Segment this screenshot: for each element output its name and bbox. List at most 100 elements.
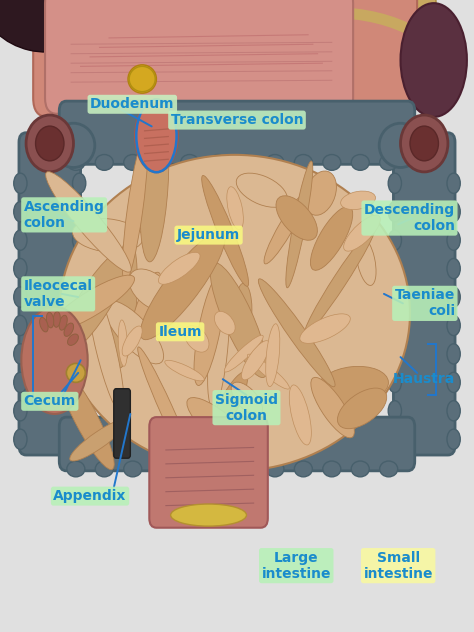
Ellipse shape (57, 367, 114, 470)
Ellipse shape (294, 461, 312, 477)
Ellipse shape (64, 323, 73, 336)
Ellipse shape (73, 401, 86, 421)
Ellipse shape (140, 232, 225, 339)
Text: Appendix: Appendix (54, 489, 127, 503)
Ellipse shape (209, 461, 227, 477)
Ellipse shape (401, 115, 448, 172)
Ellipse shape (388, 202, 401, 222)
Ellipse shape (231, 382, 263, 415)
Ellipse shape (310, 207, 353, 270)
Ellipse shape (388, 401, 401, 421)
Ellipse shape (214, 312, 235, 334)
Ellipse shape (129, 269, 173, 310)
Text: Haustra: Haustra (393, 372, 455, 386)
Ellipse shape (311, 377, 355, 438)
Ellipse shape (247, 354, 290, 389)
Ellipse shape (135, 99, 178, 173)
Ellipse shape (122, 137, 148, 283)
Ellipse shape (128, 64, 156, 94)
Ellipse shape (14, 315, 27, 336)
Ellipse shape (124, 155, 142, 170)
Text: Ascending
colon: Ascending colon (24, 200, 105, 230)
Ellipse shape (447, 287, 460, 307)
Ellipse shape (152, 461, 170, 477)
Ellipse shape (165, 360, 204, 381)
Ellipse shape (14, 287, 27, 307)
Ellipse shape (388, 429, 401, 449)
Ellipse shape (140, 111, 169, 262)
Ellipse shape (124, 461, 142, 477)
Ellipse shape (266, 155, 284, 170)
Ellipse shape (59, 315, 67, 330)
Ellipse shape (14, 173, 27, 193)
Ellipse shape (171, 504, 246, 526)
Ellipse shape (73, 258, 86, 279)
Ellipse shape (294, 155, 312, 170)
Ellipse shape (181, 155, 199, 170)
Ellipse shape (73, 344, 86, 364)
Ellipse shape (14, 372, 27, 392)
Ellipse shape (201, 176, 248, 286)
Text: Duodenum: Duodenum (90, 97, 174, 111)
Ellipse shape (122, 326, 142, 356)
FancyBboxPatch shape (149, 417, 268, 528)
Text: Ileocecal
valve: Ileocecal valve (24, 279, 93, 309)
Ellipse shape (129, 66, 155, 92)
Text: Descending
colon: Descending colon (364, 203, 455, 233)
FancyBboxPatch shape (59, 417, 415, 471)
FancyBboxPatch shape (59, 101, 415, 164)
Ellipse shape (235, 283, 252, 336)
Ellipse shape (152, 155, 170, 170)
Ellipse shape (21, 307, 88, 414)
Ellipse shape (73, 429, 86, 449)
Ellipse shape (447, 315, 460, 336)
Ellipse shape (129, 272, 162, 352)
Ellipse shape (258, 279, 335, 387)
Ellipse shape (52, 123, 95, 167)
Ellipse shape (70, 420, 127, 461)
Ellipse shape (447, 372, 460, 392)
Ellipse shape (351, 461, 369, 477)
FancyBboxPatch shape (62, 6, 341, 107)
Ellipse shape (95, 461, 113, 477)
Ellipse shape (356, 237, 376, 286)
Ellipse shape (447, 401, 460, 421)
Ellipse shape (447, 258, 460, 279)
Ellipse shape (73, 372, 86, 392)
Ellipse shape (14, 202, 27, 222)
Text: Taeniae
coli: Taeniae coli (395, 288, 455, 319)
Ellipse shape (46, 172, 131, 272)
Ellipse shape (266, 461, 284, 477)
Ellipse shape (227, 186, 243, 229)
Ellipse shape (73, 315, 86, 336)
Ellipse shape (208, 289, 229, 408)
Ellipse shape (118, 320, 128, 367)
Ellipse shape (380, 155, 398, 170)
Ellipse shape (194, 273, 225, 386)
Ellipse shape (66, 363, 85, 382)
Ellipse shape (323, 461, 341, 477)
FancyBboxPatch shape (114, 389, 130, 458)
Text: Transverse colon: Transverse colon (171, 113, 303, 127)
Ellipse shape (447, 202, 460, 222)
Ellipse shape (14, 401, 27, 421)
Ellipse shape (447, 230, 460, 250)
Ellipse shape (209, 155, 227, 170)
Text: Cecum: Cecum (24, 394, 76, 408)
Ellipse shape (210, 263, 267, 377)
Ellipse shape (68, 334, 78, 346)
Ellipse shape (388, 315, 401, 336)
Ellipse shape (14, 429, 27, 449)
Ellipse shape (388, 230, 401, 250)
Ellipse shape (276, 196, 318, 240)
Ellipse shape (73, 202, 86, 222)
Ellipse shape (111, 239, 137, 368)
Ellipse shape (158, 252, 200, 284)
Ellipse shape (73, 219, 143, 252)
Ellipse shape (14, 258, 27, 279)
Ellipse shape (323, 155, 341, 170)
Ellipse shape (95, 155, 113, 170)
Ellipse shape (317, 367, 388, 405)
FancyBboxPatch shape (19, 133, 81, 455)
Ellipse shape (388, 258, 401, 279)
